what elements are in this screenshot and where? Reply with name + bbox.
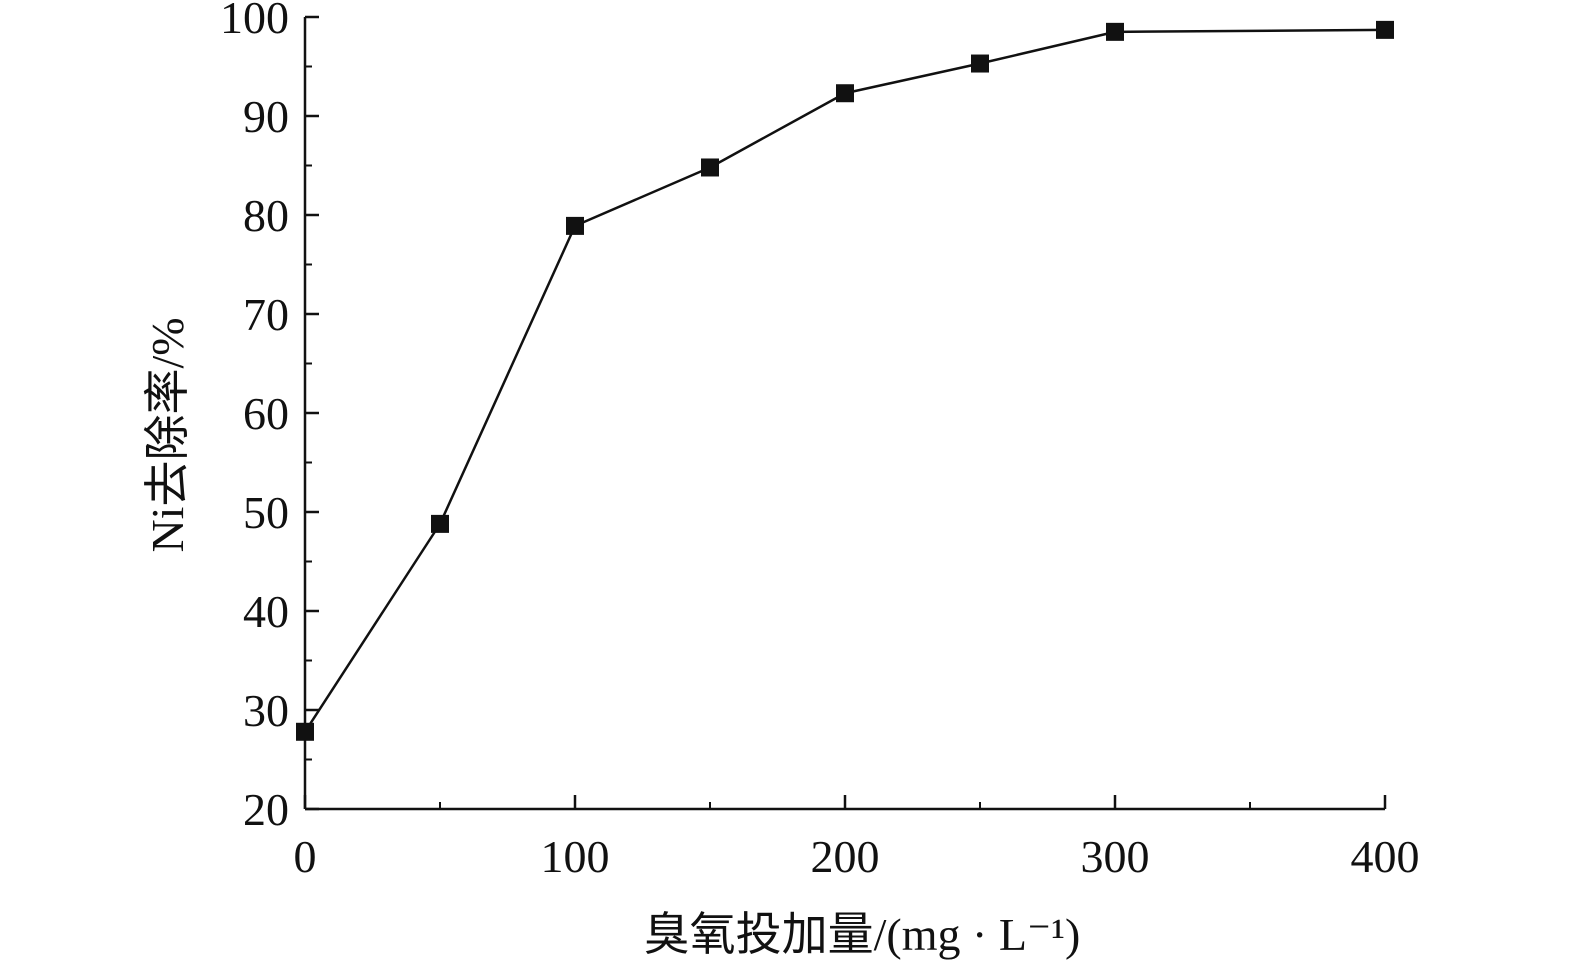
y-ticks: 20 30 40 50 60 70 80 90 100 <box>220 0 319 835</box>
data-point-marker <box>566 216 584 235</box>
x-tick-label: 300 <box>1081 831 1150 882</box>
y-tick-label: 60 <box>243 388 289 439</box>
x-tick-label: 0 <box>294 831 317 882</box>
data-point-marker <box>1106 22 1124 41</box>
data-point-marker <box>296 722 314 741</box>
data-point-marker <box>1376 20 1394 39</box>
y-tick-label: 70 <box>243 289 289 340</box>
y-tick-label: 20 <box>243 784 289 835</box>
series-line <box>303 28 1386 733</box>
x-axis-title: 臭氧投加量/(mg · L⁻¹) <box>644 909 1081 960</box>
data-point-marker <box>836 84 854 103</box>
data-point-marker <box>701 158 719 177</box>
y-tick-label: 30 <box>243 685 289 736</box>
axes <box>303 17 1385 811</box>
y-tick-label: 40 <box>243 586 289 637</box>
x-tick-label: 200 <box>811 831 880 882</box>
y-tick-label: 90 <box>243 91 289 142</box>
y-axis-title: Ni去除率/% <box>142 317 193 552</box>
y-tick-label: 80 <box>243 190 289 241</box>
y-tick-label: 100 <box>220 0 289 43</box>
x-tick-label: 100 <box>541 831 610 882</box>
series-layer <box>296 20 1394 741</box>
data-point-marker <box>971 54 989 73</box>
x-ticks: 0 100 200 300 400 <box>294 795 1420 882</box>
x-tick-label: 400 <box>1351 831 1420 882</box>
data-point-marker <box>431 514 449 533</box>
y-tick-label: 50 <box>243 487 289 538</box>
